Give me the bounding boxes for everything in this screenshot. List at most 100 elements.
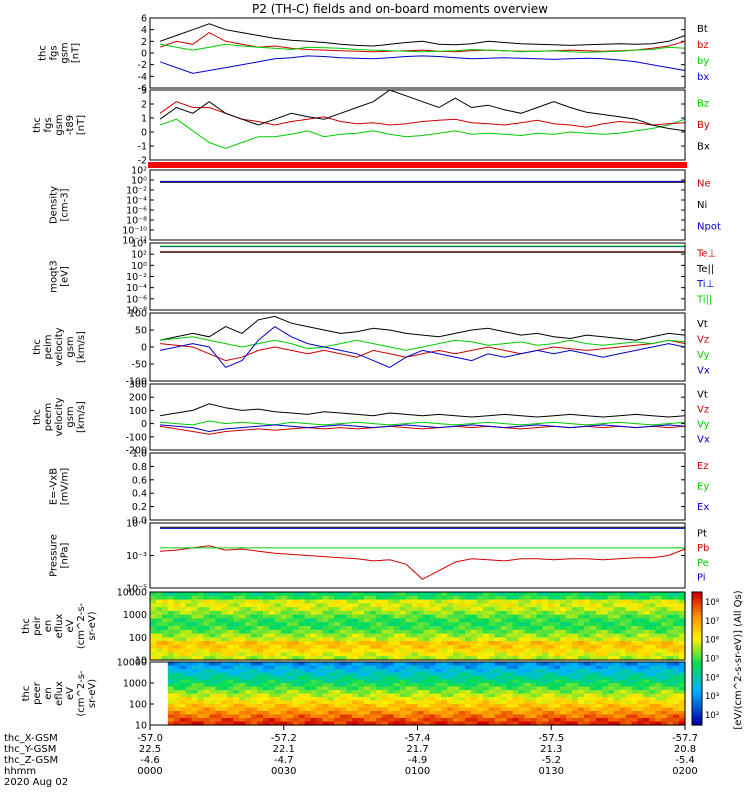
- heatmap-cell: [328, 672, 335, 677]
- heatmap-cell: [262, 697, 270, 702]
- heatmap-cell: [197, 669, 205, 674]
- legend-peim-velocity-1: Vz: [697, 334, 709, 345]
- heatmap-cell: [631, 595, 639, 601]
- heatmap-cell: [506, 626, 514, 631]
- heatmap-cell: [643, 676, 650, 681]
- heatmap-cell: [239, 614, 246, 620]
- heatmap-cell: [197, 672, 205, 677]
- series-peim-velocity-1: [159, 339, 686, 362]
- heatmap-cell: [328, 648, 335, 654]
- heatmap-cell: [280, 714, 288, 719]
- heatmap-cell: [155, 622, 163, 627]
- heatmap-cell: [358, 595, 365, 601]
- heatmap-cell: [399, 700, 407, 705]
- heatmap-cell: [245, 629, 252, 635]
- heatmap-cell: [423, 676, 430, 681]
- heatmap-cell: [655, 637, 662, 642]
- ytick-label-temperature-5: 10⁻⁶: [126, 294, 147, 305]
- heatmap-cell: [417, 656, 425, 661]
- heatmap-cell: [340, 595, 347, 601]
- heatmap-cell: [542, 683, 549, 688]
- heatmap-cell: [589, 614, 597, 620]
- heatmap-cell: [524, 648, 532, 654]
- heatmap-cell: [667, 656, 674, 661]
- heatmap-cell: [346, 626, 353, 631]
- heatmap-cell: [554, 714, 561, 719]
- heatmap-cell: [387, 669, 395, 674]
- heatmap-cell: [346, 648, 353, 654]
- heatmap-cell: [262, 686, 270, 691]
- heatmap-cell: [583, 592, 591, 597]
- heatmap-cell: [274, 629, 282, 635]
- heatmap-cell: [459, 665, 466, 670]
- heatmap-cell: [548, 721, 555, 726]
- heatmap-cell: [429, 700, 436, 705]
- heatmap-cell: [578, 683, 585, 688]
- heatmap-cell: [405, 711, 413, 716]
- xrow-value-2-4: -5.4: [675, 755, 695, 766]
- heatmap-cell: [274, 690, 282, 695]
- ylabel-peer-spectrogram-1: peer: [32, 681, 43, 705]
- heatmap-cell: [251, 592, 258, 597]
- heatmap-cell: [411, 714, 419, 719]
- heatmap-cell: [245, 662, 252, 667]
- heatmap-cell: [316, 599, 323, 604]
- heatmap-cell: [423, 665, 430, 670]
- colorbar-step: [692, 625, 702, 630]
- heatmap-cell: [465, 707, 472, 712]
- heatmap-cell: [423, 652, 430, 657]
- heatmap-cell: [203, 672, 211, 677]
- heatmap-cell: [369, 662, 377, 667]
- heatmap-cell: [173, 656, 181, 661]
- heatmap-cell: [643, 672, 650, 677]
- heatmap-cell: [631, 629, 639, 635]
- heatmap-cell: [441, 686, 448, 691]
- heatmap-cell: [435, 603, 442, 608]
- heatmap-cell: [227, 693, 234, 698]
- colorbar-step: [692, 658, 702, 663]
- heatmap-cell: [375, 704, 383, 709]
- heatmap-cell: [524, 603, 532, 608]
- xrow-label-1: thc_Y-GSM: [4, 744, 56, 755]
- heatmap-cell: [494, 614, 502, 620]
- heatmap-cell: [524, 637, 532, 642]
- heatmap-cell: [155, 641, 163, 646]
- heatmap-cell: [583, 644, 591, 650]
- heatmap-cell: [572, 672, 579, 677]
- heatmap-cell: [304, 629, 312, 635]
- heatmap-cell: [298, 641, 306, 646]
- xrow-value-2-3: -5.2: [541, 755, 561, 766]
- heatmap-cell: [601, 641, 609, 646]
- heatmap-cell: [227, 599, 234, 604]
- heatmap-cell: [417, 592, 425, 597]
- ytick-label-density-1: 10⁰: [131, 176, 147, 187]
- heatmap-cell: [328, 656, 335, 661]
- heatmap-cell: [643, 721, 650, 726]
- heatmap-cell: [369, 641, 377, 646]
- heatmap-cell: [310, 669, 318, 674]
- heatmap-cell: [667, 610, 674, 616]
- heatmap-cell: [167, 641, 175, 646]
- heatmap-cell: [298, 683, 306, 688]
- heatmap-cell: [209, 610, 216, 616]
- heatmap-cell: [185, 690, 193, 695]
- heatmap-cell: [334, 599, 341, 604]
- heatmap-cell: [280, 665, 288, 670]
- heatmap-cell: [262, 690, 270, 695]
- heatmap-cell: [536, 662, 543, 667]
- heatmap-cell: [227, 637, 234, 642]
- heatmap-cell: [411, 637, 419, 642]
- ylabel-peim-velocity-4: [km/s]: [76, 331, 87, 363]
- heatmap-cell: [453, 637, 460, 642]
- series-fgs-minus-t89-0: [159, 118, 686, 149]
- heatmap-cell: [268, 603, 276, 608]
- heatmap-cell: [530, 662, 537, 667]
- heatmap-cell: [352, 690, 359, 695]
- heatmap-cell: [179, 607, 187, 612]
- heatmap-cell: [280, 683, 288, 688]
- heatmap-cell: [476, 603, 484, 608]
- heatmap-cell: [346, 704, 353, 709]
- heatmap-cell: [572, 683, 579, 688]
- heatmap-cell: [358, 592, 365, 597]
- heatmap-cell: [399, 626, 407, 631]
